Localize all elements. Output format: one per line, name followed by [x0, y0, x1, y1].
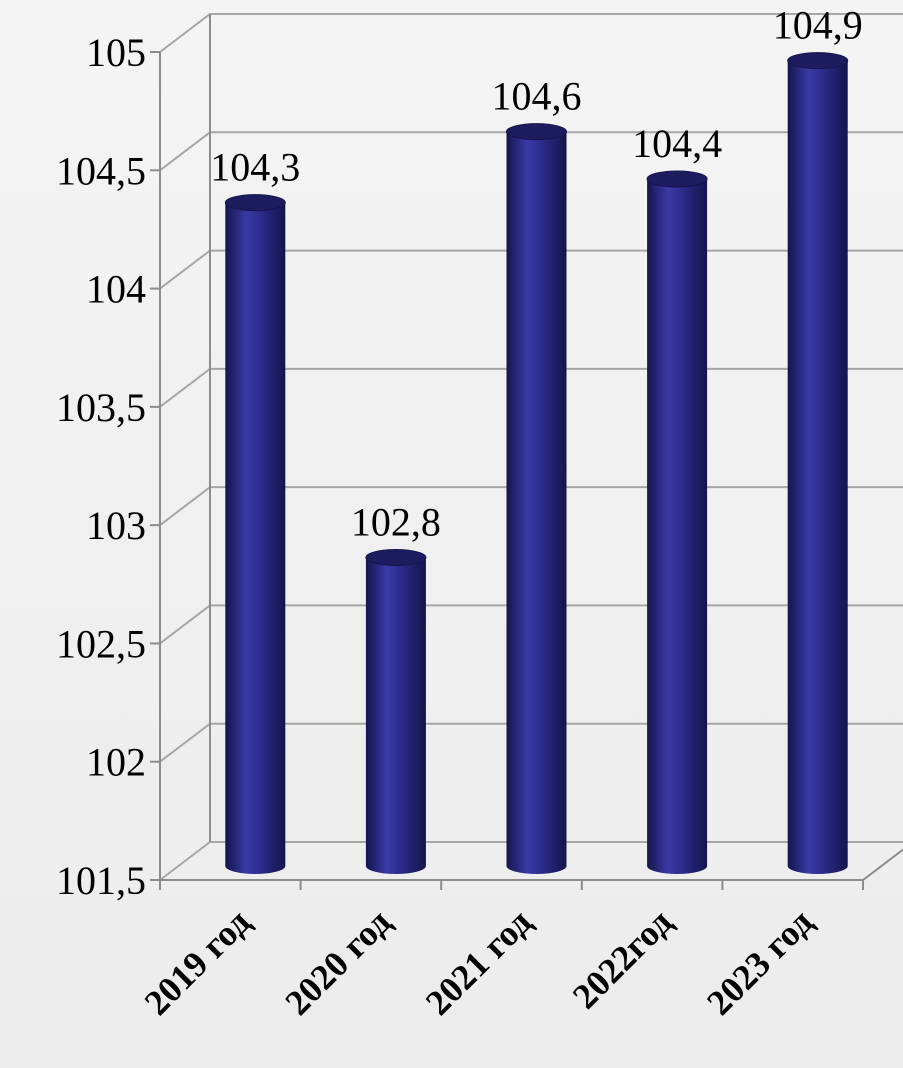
data-label: 104,4	[632, 121, 722, 166]
y-tick-label: 103	[86, 503, 146, 548]
bar-body	[365, 557, 426, 874]
y-tick-label: 103,5	[56, 385, 146, 430]
bar-body	[506, 131, 567, 875]
y-tick-label: 101,5	[56, 858, 146, 903]
bar	[365, 548, 427, 874]
y-tick-label: 105	[86, 30, 146, 75]
bar-body	[647, 178, 708, 874]
bar-body	[787, 60, 848, 874]
data-label: 102,8	[351, 499, 441, 544]
y-tick-label: 102	[86, 740, 146, 785]
y-axis-tick-labels: 101,5 102 102,5 103 103,5 104 104,5 105	[56, 30, 146, 903]
bars	[224, 52, 849, 875]
bar-top-cap	[365, 548, 427, 566]
axes	[150, 14, 903, 890]
data-label: 104,3	[210, 145, 300, 190]
bar	[787, 52, 849, 874]
bar-top-cap	[787, 52, 849, 70]
data-labels: 104,3 102,8 104,6 104,4 104,9	[210, 3, 862, 545]
bar-body	[225, 202, 286, 874]
data-label: 104,9	[773, 3, 863, 48]
bar-top-cap	[224, 194, 286, 212]
y-tick-label: 104,5	[56, 148, 146, 193]
y-tick-label: 102,5	[56, 621, 146, 666]
y-tick-label: 104	[86, 267, 146, 312]
data-label: 104,6	[492, 74, 582, 119]
bar-top-cap	[646, 170, 708, 188]
bar	[646, 170, 708, 874]
bar	[224, 194, 286, 874]
bar	[506, 123, 567, 875]
bar-top-cap	[506, 123, 567, 141]
